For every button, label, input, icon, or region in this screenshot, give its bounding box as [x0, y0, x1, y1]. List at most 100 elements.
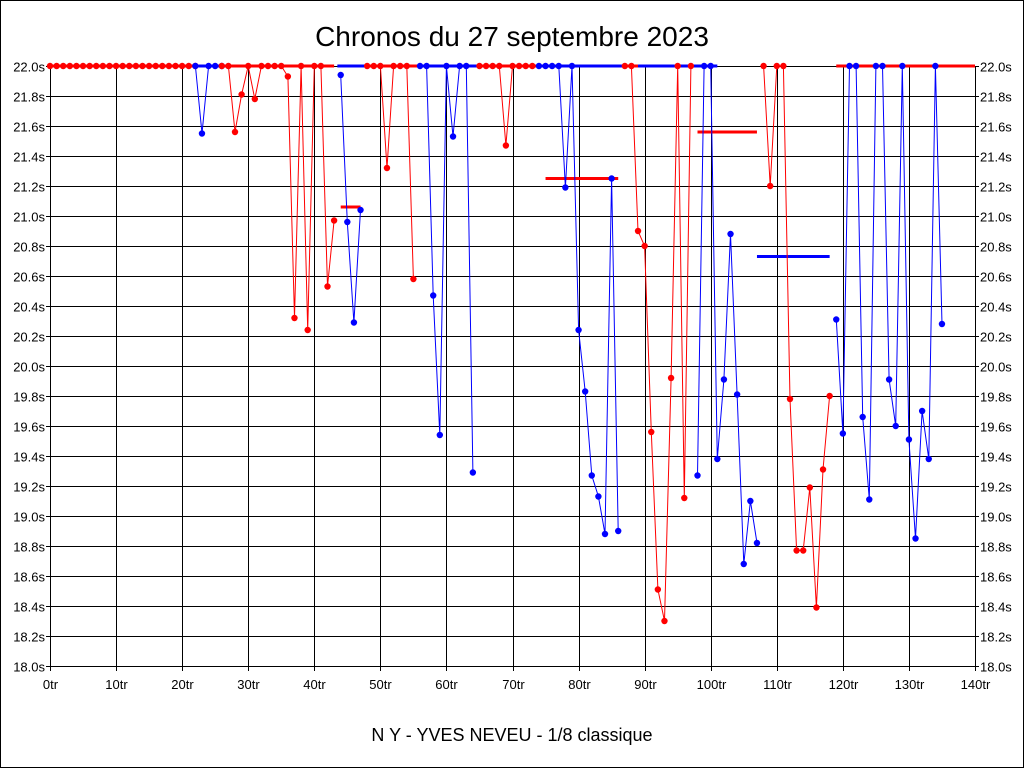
data-point-blue	[925, 455, 932, 463]
data-point-blue	[714, 455, 721, 463]
y-tick-label-left: 19.2s	[13, 480, 45, 495]
x-tick-label: 30tr	[237, 677, 260, 692]
y-tick-label-right: 18.8s	[980, 540, 1012, 555]
data-point-red	[53, 62, 60, 70]
data-point-red	[60, 62, 67, 70]
data-point-blue	[938, 320, 946, 328]
data-point-red	[145, 62, 153, 70]
data-point-blue	[469, 469, 477, 476]
data-point-red	[667, 374, 675, 382]
data-point-blue	[753, 539, 761, 547]
data-point-blue	[350, 319, 358, 326]
data-point-red	[363, 62, 371, 70]
data-point-red	[370, 62, 377, 70]
data-point-blue	[839, 430, 847, 437]
data-point-red	[502, 142, 510, 149]
y-tick-label-left: 20.6s	[13, 270, 45, 285]
x-tick-label: 90tr	[634, 677, 657, 692]
data-point-red	[509, 62, 516, 70]
data-point-red	[264, 62, 272, 70]
data-point-blue	[449, 133, 457, 140]
data-point-blue	[727, 230, 734, 238]
data-point-blue	[211, 62, 219, 70]
y-tick-label-right: 18.2s	[980, 630, 1012, 645]
x-tick-label: 10tr	[105, 677, 128, 692]
x-tick-label: 70tr	[502, 677, 525, 692]
data-point-blue	[608, 175, 615, 182]
data-point-blue	[548, 62, 556, 70]
data-point-red	[324, 283, 331, 290]
x-tick-label: 50tr	[369, 677, 392, 692]
data-point-red	[66, 62, 74, 70]
data-point-red	[661, 617, 668, 625]
y-tick-label-right: 22.0s	[980, 60, 1012, 75]
data-point-blue	[601, 530, 609, 538]
data-point-red	[304, 326, 311, 334]
data-point-blue	[733, 391, 741, 398]
data-point-blue	[892, 422, 899, 430]
data-point-blue	[562, 184, 569, 191]
data-point-blue	[423, 62, 430, 70]
y-tick-label-left: 20.8s	[13, 240, 45, 255]
y-tick-label-left: 18.0s	[13, 660, 45, 675]
data-point-red	[648, 428, 655, 436]
data-point-blue	[885, 376, 893, 383]
x-tick-label: 40tr	[303, 677, 326, 692]
data-point-red	[476, 62, 483, 70]
data-point-red	[621, 62, 629, 70]
y-tick-label-left: 21.0s	[13, 210, 45, 225]
data-point-blue	[700, 62, 708, 70]
y-tick-label-right: 19.0s	[980, 510, 1012, 525]
y-tick-label-left: 19.4s	[13, 450, 45, 465]
x-tick-label: 140tr	[961, 677, 991, 692]
y-tick-label-left: 21.2s	[13, 180, 45, 195]
data-point-red	[628, 62, 635, 70]
y-tick-label-left: 20.4s	[13, 300, 45, 315]
data-point-red	[79, 62, 87, 70]
y-tick-label-left: 18.6s	[13, 570, 45, 585]
data-point-red	[284, 73, 292, 80]
data-point-blue	[595, 493, 602, 500]
data-point-blue	[416, 62, 424, 70]
data-point-red	[251, 95, 259, 103]
data-point-blue	[205, 62, 212, 70]
data-series	[46, 62, 946, 625]
data-point-blue	[694, 472, 701, 479]
data-point-red	[396, 62, 404, 70]
data-point-red	[106, 62, 113, 70]
data-point-blue	[192, 62, 199, 70]
data-point-red	[178, 62, 186, 70]
y-tick-label-right: 19.8s	[980, 390, 1012, 405]
data-point-red	[73, 62, 80, 70]
data-point-red	[185, 62, 192, 70]
data-point-red	[218, 62, 225, 70]
data-point-red	[231, 128, 239, 136]
data-point-red	[780, 62, 787, 70]
data-point-red	[317, 62, 325, 70]
data-point-red	[225, 62, 232, 70]
y-tick-label-right: 20.6s	[980, 270, 1012, 285]
y-tick-label-right: 20.2s	[980, 330, 1012, 345]
data-point-red	[766, 182, 774, 190]
data-point-red	[687, 62, 695, 70]
data-point-blue	[588, 472, 595, 479]
data-point-red	[496, 62, 503, 70]
data-point-red	[760, 62, 767, 70]
axes: 18.0s 18.0s 18.2s 18.2s 18.4s 18.4s 18.6s 18.6s…	[13, 60, 1012, 693]
data-point-blue	[932, 62, 939, 70]
data-point-red	[654, 586, 662, 593]
y-tick-label-right: 21.8s	[980, 90, 1012, 105]
y-tick-label-right: 21.4s	[980, 150, 1012, 165]
data-point-red	[681, 494, 688, 502]
y-tick-label-right: 18.6s	[980, 570, 1012, 585]
data-point-red	[826, 392, 833, 400]
y-tick-label-left: 20.0s	[13, 360, 45, 375]
data-point-red	[786, 395, 794, 403]
y-tick-label-right: 20.8s	[980, 240, 1012, 255]
data-point-red	[489, 62, 496, 70]
data-point-red	[311, 62, 318, 70]
data-point-blue	[833, 316, 840, 323]
y-tick-label-right: 19.2s	[980, 480, 1012, 495]
series-line-blue	[340, 74, 361, 323]
